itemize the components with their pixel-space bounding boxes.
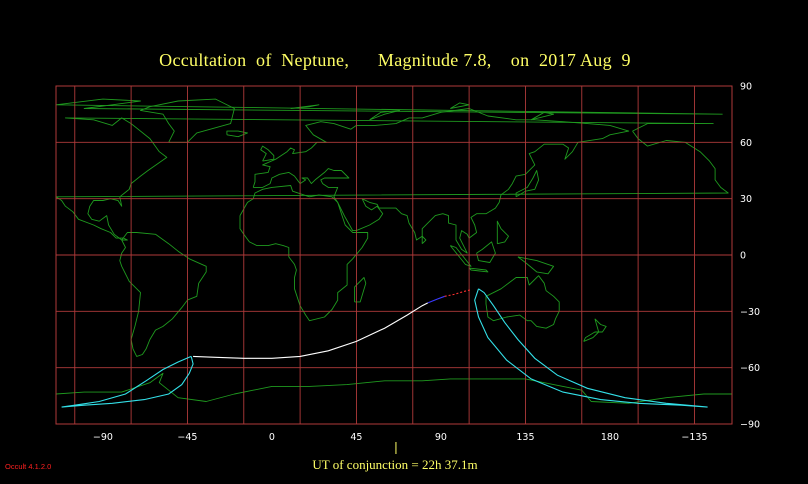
coastline: [485, 275, 560, 329]
coastline: [530, 111, 555, 121]
coastline: [369, 109, 401, 121]
east-limit-line: [474, 288, 708, 408]
central-path: [193, 289, 472, 359]
longitude-tick-label: 180: [601, 432, 619, 443]
latitude-tick-label: −90: [740, 420, 760, 431]
central-line-daylight: [444, 289, 472, 297]
longitude-tick-label: −135: [681, 432, 707, 443]
graticule: [55, 85, 733, 425]
map-title: Occultation of Neptune, Magnitude 7.8, o…: [159, 50, 631, 70]
coastline: [515, 170, 540, 198]
coastline: [476, 241, 496, 263]
coastline: [119, 232, 207, 357]
longitude-tick-label: 0: [269, 432, 275, 443]
latitude-tick-label: −60: [740, 363, 760, 374]
coastline: [260, 145, 275, 162]
conjunction-time-label: UT of conjunction = 22h 37.1m: [312, 457, 478, 472]
west-limit-line: [61, 355, 194, 408]
latitude-tick-label: 0: [740, 251, 746, 262]
coastline: [468, 267, 489, 273]
latitude-tick-label: 60: [740, 138, 752, 149]
coastline: [239, 185, 369, 322]
coastline: [594, 318, 607, 333]
coastline: [55, 98, 723, 115]
coastline: [421, 235, 427, 245]
longitude-tick-label: 45: [350, 432, 362, 443]
coastline: [55, 117, 729, 241]
coastline: [354, 277, 367, 303]
longitude-tick-label: −90: [93, 432, 113, 443]
longitude-tick-label: −45: [177, 432, 197, 443]
coastline: [450, 102, 470, 109]
central-line-visible: [193, 302, 429, 359]
coastline: [583, 331, 600, 342]
coastline: [140, 98, 235, 143]
map-frame: [55, 85, 733, 425]
coastline: [449, 245, 472, 267]
latitude-tick-label: 30: [740, 194, 752, 205]
latitude-tick-label: −30: [740, 307, 760, 318]
central-line-twilight: [427, 295, 445, 304]
coastline: [55, 372, 732, 404]
coastline: [517, 256, 555, 275]
coastlines: [55, 98, 732, 404]
coastline: [226, 130, 248, 138]
longitude-tick-label: 90: [435, 432, 447, 443]
coastline: [496, 220, 509, 245]
software-version: Occult 4.1.2.0: [5, 462, 52, 471]
axis-labels: 90 60 30 0 −30 −60 −90 −90 −45 0 45 90 135 180 −135: [93, 82, 760, 444]
occultation-limit-lines: [61, 288, 708, 408]
latitude-tick-label: 90: [740, 82, 752, 93]
longitude-tick-label: 135: [516, 432, 534, 443]
coastline: [252, 108, 630, 254]
